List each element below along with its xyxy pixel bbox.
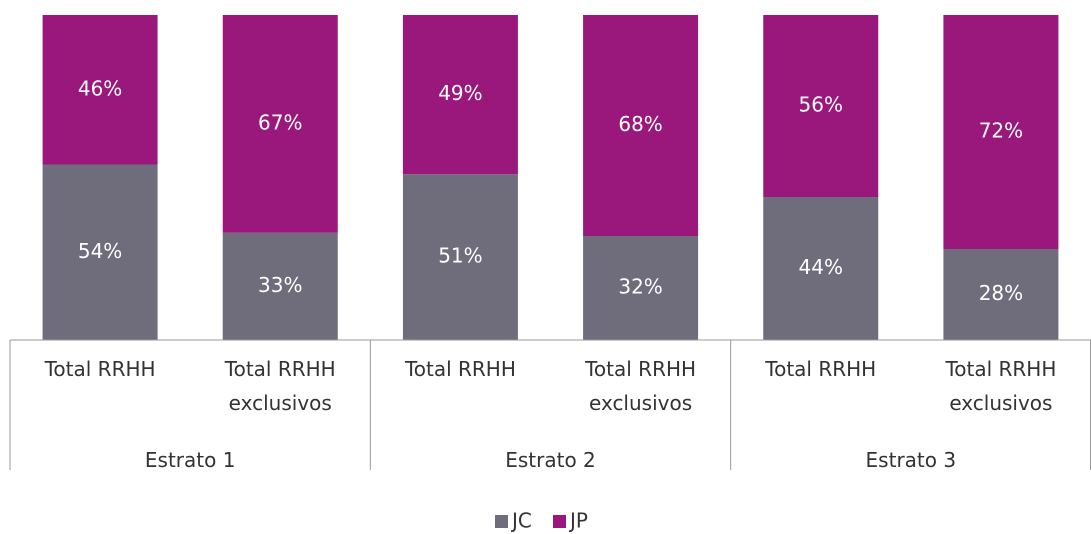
bar-segment [402, 15, 518, 175]
bar-segment [402, 174, 518, 340]
data-label: 33% [258, 273, 302, 297]
bar-segment [943, 249, 1059, 340]
data-label: 28% [979, 281, 1023, 305]
x-tick-label: Total RRHH exclusivos [585, 357, 697, 415]
data-label: 51% [438, 244, 482, 268]
data-label: 46% [78, 76, 122, 100]
legend-swatch [553, 515, 566, 528]
data-label: 72% [979, 119, 1023, 143]
x-tick-label: Total RRHH exclusivos [224, 357, 336, 415]
x-tick-label: Total RRHH [765, 357, 877, 381]
bar-segment [222, 15, 338, 233]
legend-label: JC [510, 509, 532, 533]
data-label: 68% [618, 112, 662, 136]
x-tick-label: Total RRHH [404, 357, 516, 381]
bar-segment [42, 15, 158, 165]
bar-segment [763, 15, 879, 197]
x-tick-label: Total RRHH exclusivos [945, 357, 1057, 415]
bar-segment [222, 232, 338, 340]
group-label: Estrato 3 [865, 448, 957, 472]
data-label: 44% [799, 255, 843, 279]
data-label: 67% [258, 110, 302, 134]
data-label: 49% [438, 81, 482, 105]
x-tick-label: Total RRHH [44, 357, 156, 381]
bar-segment [763, 197, 879, 340]
bar-segment [583, 236, 699, 340]
data-label: 54% [78, 239, 122, 263]
legend-label: JP [568, 509, 588, 533]
group-label: Estrato 1 [144, 448, 236, 472]
legend-swatch [495, 515, 508, 528]
bar-segment [943, 15, 1059, 249]
data-label: 32% [618, 275, 662, 299]
group-label: Estrato 2 [505, 448, 596, 472]
data-label: 56% [799, 93, 843, 117]
bar-segment [583, 15, 699, 236]
bar-segment [42, 164, 158, 340]
